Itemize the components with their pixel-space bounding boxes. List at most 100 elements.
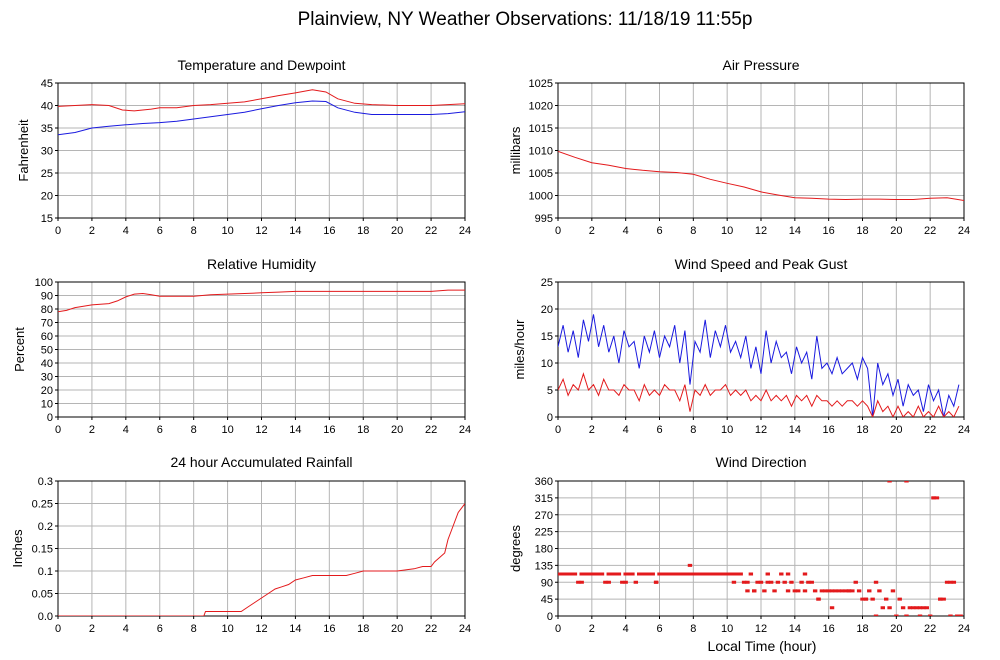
humidity-x-tick: 2 (89, 424, 95, 436)
direction-point (762, 589, 767, 593)
direction-point (616, 572, 622, 576)
humidity-y-axis-label: Percent (12, 327, 27, 372)
direction-point (880, 606, 885, 610)
direction-point (745, 580, 750, 584)
rainfall-x-tick: 12 (255, 623, 267, 635)
direction-point (565, 572, 571, 576)
direction-point (637, 572, 642, 576)
temperature-y-tick: 40 (41, 101, 53, 113)
humidity-y-tick: 80 (41, 304, 53, 316)
direction-point (579, 580, 584, 584)
direction-point (921, 606, 926, 610)
temperature-x-tick: 24 (459, 225, 471, 237)
wind-x-tick: 10 (721, 424, 733, 436)
humidity-x-tick: 6 (157, 424, 163, 436)
direction-point (894, 614, 899, 616)
direction-point (840, 589, 845, 593)
humidity-title: Relative Humidity (207, 256, 316, 272)
direction-point (633, 580, 639, 584)
direction-point (833, 589, 838, 593)
direction-point (718, 572, 723, 576)
pressure-x-tick: 2 (589, 225, 595, 237)
pressure-plot-frame (557, 82, 965, 219)
direction-point (809, 580, 814, 584)
direction-point (867, 589, 872, 593)
wind-y-tick: 10 (541, 358, 553, 370)
direction-x-tick: 24 (958, 623, 970, 635)
direction-point (799, 580, 804, 584)
direction-point (569, 572, 574, 576)
direction-point (873, 614, 879, 616)
direction-point (609, 572, 615, 576)
direction-x-tick: 22 (924, 623, 936, 635)
wind-x-tick: 20 (890, 424, 902, 436)
temperature-series-red-line (58, 89, 465, 112)
rainfall-y-axis-label: Inches (10, 529, 25, 568)
direction-point (697, 572, 703, 576)
temperature-series-blue-line (58, 100, 465, 136)
page-title: Plainview, NY Weather Observations: 11/1… (298, 9, 753, 30)
direction-x-tick: 16 (823, 623, 835, 635)
direction-point (785, 572, 791, 576)
direction-point (823, 589, 828, 593)
direction-chart: Wind Directiondegrees0459013518022527031… (508, 454, 970, 635)
direction-point (863, 597, 869, 601)
humidity-chart: Relative HumidityPercent0102030405060708… (12, 256, 471, 436)
direction-point (958, 614, 963, 616)
wind-y-tick: 0 (547, 412, 553, 424)
direction-x-tick: 20 (890, 623, 902, 635)
direction-point (623, 580, 628, 584)
rainfall-x-tick: 16 (323, 623, 335, 635)
direction-point (748, 572, 754, 576)
pressure-x-tick: 16 (823, 225, 835, 237)
humidity-x-tick: 4 (123, 424, 129, 436)
temperature-x-tick: 10 (221, 225, 233, 237)
direction-point (772, 589, 777, 593)
direction-point (843, 589, 848, 593)
direction-point (582, 572, 588, 576)
wind-x-tick: 8 (690, 424, 696, 436)
rainfall-x-tick: 22 (425, 623, 437, 635)
direction-point (887, 606, 892, 610)
wind-x-tick: 0 (555, 424, 561, 436)
direction-point (626, 572, 632, 576)
direction-point (711, 572, 716, 576)
direction-point (724, 572, 730, 576)
direction-point (938, 597, 943, 601)
humidity-y-tick: 10 (41, 399, 53, 411)
direction-point (877, 589, 882, 593)
direction-point (904, 614, 909, 616)
humidity-y-tick: 0 (47, 412, 53, 424)
direction-point (812, 589, 818, 593)
direction-point (931, 496, 936, 500)
humidity-plot-frame (57, 281, 466, 418)
wind-plot-frame (557, 281, 965, 418)
direction-x-tick: 6 (656, 623, 662, 635)
direction-point (606, 580, 611, 584)
wind-y-tick: 25 (541, 277, 553, 289)
humidity-y-tick: 60 (41, 331, 53, 343)
rainfall-x-tick: 10 (221, 623, 233, 635)
rainfall-x-tick: 24 (459, 623, 471, 635)
direction-point (934, 496, 940, 500)
temperature-y-tick: 45 (41, 78, 53, 90)
direction-y-tick: 360 (535, 476, 553, 488)
direction-point (765, 572, 770, 576)
direction-y-tick: 270 (535, 510, 553, 522)
pressure-y-tick: 1025 (529, 78, 553, 90)
direction-title: Wind Direction (715, 454, 806, 470)
pressure-y-tick: 1010 (529, 146, 553, 158)
direction-point (599, 572, 605, 576)
direction-point (860, 597, 865, 601)
direction-y-tick: 180 (535, 544, 553, 556)
direction-point (667, 572, 672, 576)
temperature-plot-frame (57, 82, 466, 219)
pressure-y-tick: 1000 (529, 191, 553, 203)
humidity-y-tick: 100 (35, 277, 53, 289)
direction-point (694, 572, 699, 576)
temperature-x-tick: 4 (123, 225, 129, 237)
humidity-y-tick: 70 (41, 318, 53, 330)
temperature-chart: Temperature and DewpointFahrenheit152025… (16, 57, 471, 237)
temperature-x-tick: 2 (89, 225, 95, 237)
direction-point (758, 580, 764, 584)
